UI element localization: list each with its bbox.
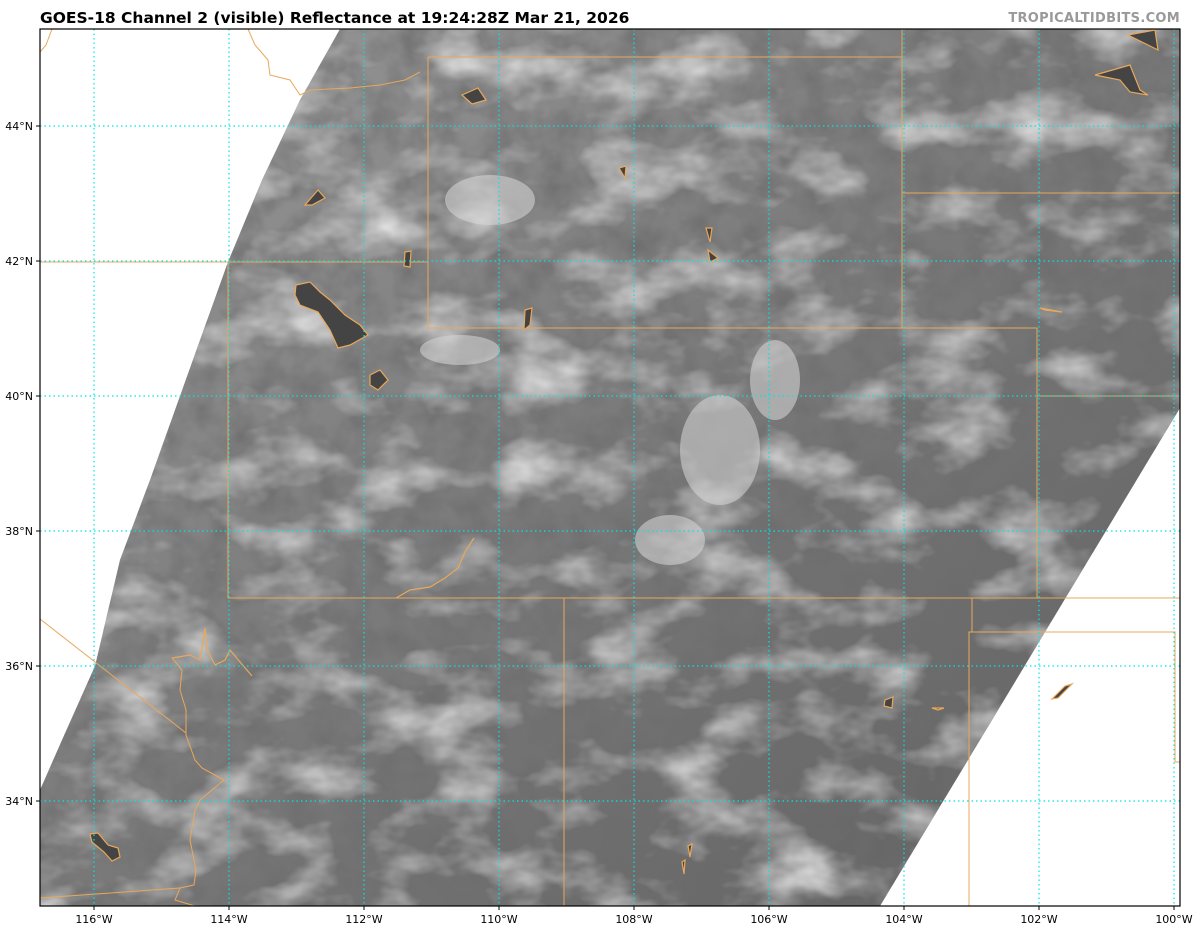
lakes	[89, 29, 1159, 875]
site-credit: TROPICALTIDBITS.COM	[1008, 11, 1180, 26]
longitude-label: 106°W	[750, 913, 787, 926]
flaming-gorge	[523, 307, 533, 332]
latitude-label: 40°N	[5, 390, 33, 403]
latitude-label: 38°N	[5, 525, 33, 538]
state-borders	[40, 29, 1180, 906]
utah-lake	[369, 369, 389, 391]
cloud-texture	[40, 29, 1180, 906]
longitude-label: 102°W	[1020, 913, 1057, 926]
longitude-label: 100°W	[1155, 913, 1192, 926]
longitude-label: 112°W	[345, 913, 382, 926]
longitude-label: 116°W	[75, 913, 112, 926]
snow-cover	[420, 175, 800, 565]
longitude-label: 108°W	[615, 913, 652, 926]
longitude-label: 110°W	[480, 913, 517, 926]
lake-mead	[171, 627, 253, 677]
latitude-label: 36°N	[5, 660, 33, 673]
latitude-label: 34°N	[5, 795, 33, 808]
bear-lake	[403, 250, 412, 268]
map-title: GOES-18 Channel 2 (visible) Reflectance …	[40, 9, 630, 27]
latitude-label: 44°N	[5, 120, 33, 133]
great-salt-lake	[294, 281, 369, 349]
longitude-label: 114°W	[210, 913, 247, 926]
longitude-label: 104°W	[885, 913, 922, 926]
salton-sea	[89, 832, 121, 862]
colorado-river	[171, 657, 225, 889]
graticule	[40, 29, 1180, 906]
latitude-label: 42°N	[5, 255, 33, 268]
lake-powell	[395, 537, 475, 599]
map-frame	[39, 28, 1181, 907]
axis-labels: 44°N 42°N 40°N 38°N 36°N 34°N 116°W 114°W 112°W 1…	[5, 120, 1193, 926]
